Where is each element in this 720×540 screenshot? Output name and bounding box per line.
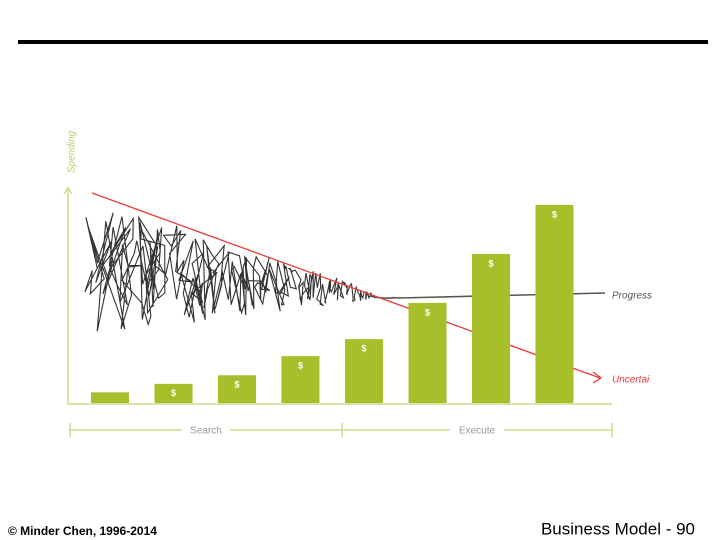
bar bbox=[91, 392, 129, 403]
value-label: $ bbox=[425, 307, 430, 317]
value-label: $ bbox=[234, 380, 239, 390]
value-label: $ bbox=[171, 388, 176, 398]
uncertainty-line bbox=[91, 192, 601, 379]
scribble bbox=[84, 212, 376, 332]
uncertainty-arrow bbox=[592, 371, 603, 384]
footer-right: Business Model - 90 bbox=[541, 519, 695, 538]
bar bbox=[408, 302, 447, 403]
chart: Spending Progress Uncertai Search Execut… bbox=[63, 130, 652, 437]
progress-label: Progress bbox=[612, 291, 652, 302]
bar bbox=[218, 375, 256, 403]
footer-left: © Minder Chen, 1996-2014 bbox=[8, 524, 157, 538]
bar bbox=[472, 253, 510, 403]
bar bbox=[345, 339, 383, 403]
progress-line bbox=[369, 292, 606, 299]
value-label: $ bbox=[552, 209, 557, 219]
y-axis-label: Spending bbox=[67, 130, 78, 173]
value-label: $ bbox=[488, 258, 493, 268]
bar bbox=[535, 204, 574, 403]
bar bbox=[281, 356, 320, 403]
uncertainty-label: Uncertai bbox=[612, 375, 650, 386]
y-axis-arrow bbox=[63, 186, 73, 195]
value-label: $ bbox=[361, 343, 366, 353]
phase-label: Search bbox=[190, 426, 222, 437]
bar bbox=[154, 383, 193, 403]
phase-brackets bbox=[69, 423, 613, 437]
phase-label: Execute bbox=[459, 426, 496, 437]
value-label: $ bbox=[298, 361, 303, 371]
